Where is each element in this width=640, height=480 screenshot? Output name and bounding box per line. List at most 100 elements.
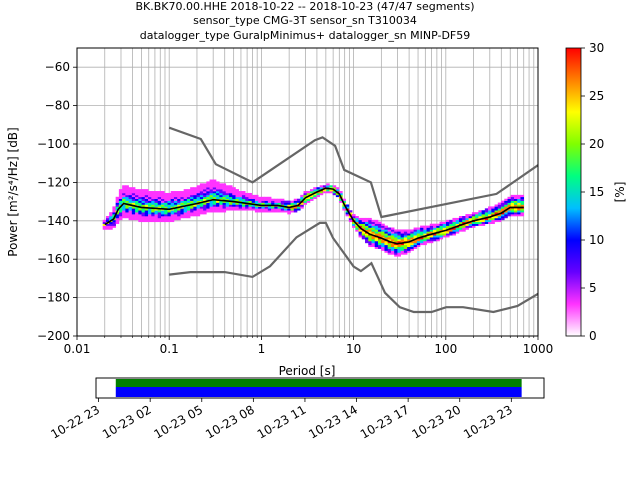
heatmap-cell (306, 196, 311, 200)
heatmap-cell (261, 198, 265, 201)
heatmap-cell (160, 214, 165, 217)
heatmap-cell (488, 210, 492, 213)
heatmap-cell (290, 202, 295, 205)
heatmap-cell (177, 196, 181, 200)
heatmap-cell (254, 210, 259, 213)
heatmap-cell (209, 206, 214, 209)
heatmap-cell (374, 239, 379, 242)
timeline-tick-label: 10-23 05 (152, 402, 206, 441)
heatmap-cell (429, 231, 434, 234)
heatmap-cell (128, 210, 133, 213)
heatmap-cell (452, 231, 457, 234)
heatmap-cell (507, 204, 512, 207)
heatmap-cell (377, 221, 382, 224)
heatmap-cell (394, 248, 398, 251)
heatmap-cell (186, 216, 191, 219)
heatmap-cell (465, 214, 469, 217)
heatmap-cell (319, 185, 324, 188)
heatmap-cell (170, 217, 175, 221)
heatmap-cell (245, 196, 249, 200)
colorbar-tick-label: 25 (589, 89, 604, 103)
heatmap-cell (203, 198, 207, 201)
heatmap-cell (387, 229, 392, 232)
heatmap-cell (442, 223, 447, 226)
heatmap-cell (449, 223, 453, 226)
heatmap-cell (381, 225, 385, 228)
heatmap-cell (131, 187, 136, 190)
heatmap-cell (452, 233, 457, 236)
heatmap-cell (407, 244, 411, 248)
heatmap-cell (206, 204, 210, 207)
heatmap-cell (384, 225, 388, 228)
heatmap-cell (445, 219, 450, 223)
heatmap-cell (125, 206, 129, 209)
heatmap-cell (455, 219, 460, 223)
heatmap-cell (122, 204, 126, 207)
heatmap-cell (157, 204, 162, 207)
heatmap-cell (290, 208, 295, 211)
heatmap-cell (209, 192, 214, 196)
heatmap-cell (154, 208, 159, 211)
heatmap-cell (426, 231, 431, 234)
heatmap-cell (313, 189, 317, 192)
heatmap-cell (358, 219, 363, 223)
heatmap-cell (183, 191, 188, 194)
heatmap-cell (177, 214, 181, 217)
heatmap-cell (413, 237, 418, 240)
heatmap-cell (271, 200, 275, 203)
heatmap-cell (144, 210, 149, 213)
heatmap-cell (449, 231, 453, 234)
heatmap-cell (400, 246, 405, 249)
heatmap-cell (122, 189, 126, 192)
heatmap-cell (212, 185, 217, 188)
heatmap-cell (141, 191, 146, 194)
heatmap-cell (433, 225, 437, 228)
heatmap-cell (125, 187, 129, 190)
heatmap-cell (209, 200, 214, 203)
heatmap-cell (420, 227, 424, 230)
heatmap-cell (225, 185, 230, 188)
heatmap-cell (501, 208, 505, 211)
heatmap-cell (365, 217, 369, 221)
heatmap-cell (148, 194, 152, 198)
heatmap-cell (173, 210, 178, 213)
heatmap-cell (102, 221, 107, 224)
heatmap-cell (377, 235, 382, 238)
heatmap-cell (507, 212, 512, 215)
heatmap-cell (160, 191, 165, 194)
heatmap-cell (462, 229, 466, 232)
heatmap-cell (517, 200, 521, 203)
heatmap-cell (154, 202, 159, 205)
heatmap-cell (183, 216, 188, 219)
heatmap-cell (439, 223, 444, 226)
heatmap-cell (501, 204, 505, 207)
heatmap-cell (241, 204, 246, 207)
x-axis-label: Period [s] (279, 364, 336, 378)
heatmap-cell (452, 223, 457, 226)
heatmap-cell (209, 208, 214, 211)
heatmap-cell (277, 200, 282, 203)
heatmap-cell (264, 202, 269, 205)
heatmap-cell (122, 200, 126, 203)
heatmap-cell (219, 191, 223, 194)
heatmap-cell (377, 225, 382, 228)
heatmap-cell (374, 231, 379, 234)
heatmap-cell (199, 202, 204, 205)
heatmap-cell (514, 212, 518, 215)
heatmap-cell (355, 217, 359, 221)
heatmap-cell (510, 202, 515, 205)
heatmap-cell (219, 192, 223, 196)
heatmap-cell (222, 196, 227, 200)
heatmap-cell (387, 250, 392, 253)
heatmap-cell (151, 204, 155, 207)
heatmap-cell (371, 221, 376, 224)
heatmap-cell (277, 210, 282, 213)
heatmap-cell (358, 221, 363, 224)
heatmap-cell (245, 200, 249, 203)
heatmap-cell (151, 219, 155, 223)
heatmap-cell (167, 198, 172, 201)
timeline-tick-label: 10-23 14 (306, 402, 360, 441)
heatmap-cell (154, 216, 159, 219)
heatmap-cell (368, 223, 372, 226)
heatmap-cell (199, 198, 204, 201)
